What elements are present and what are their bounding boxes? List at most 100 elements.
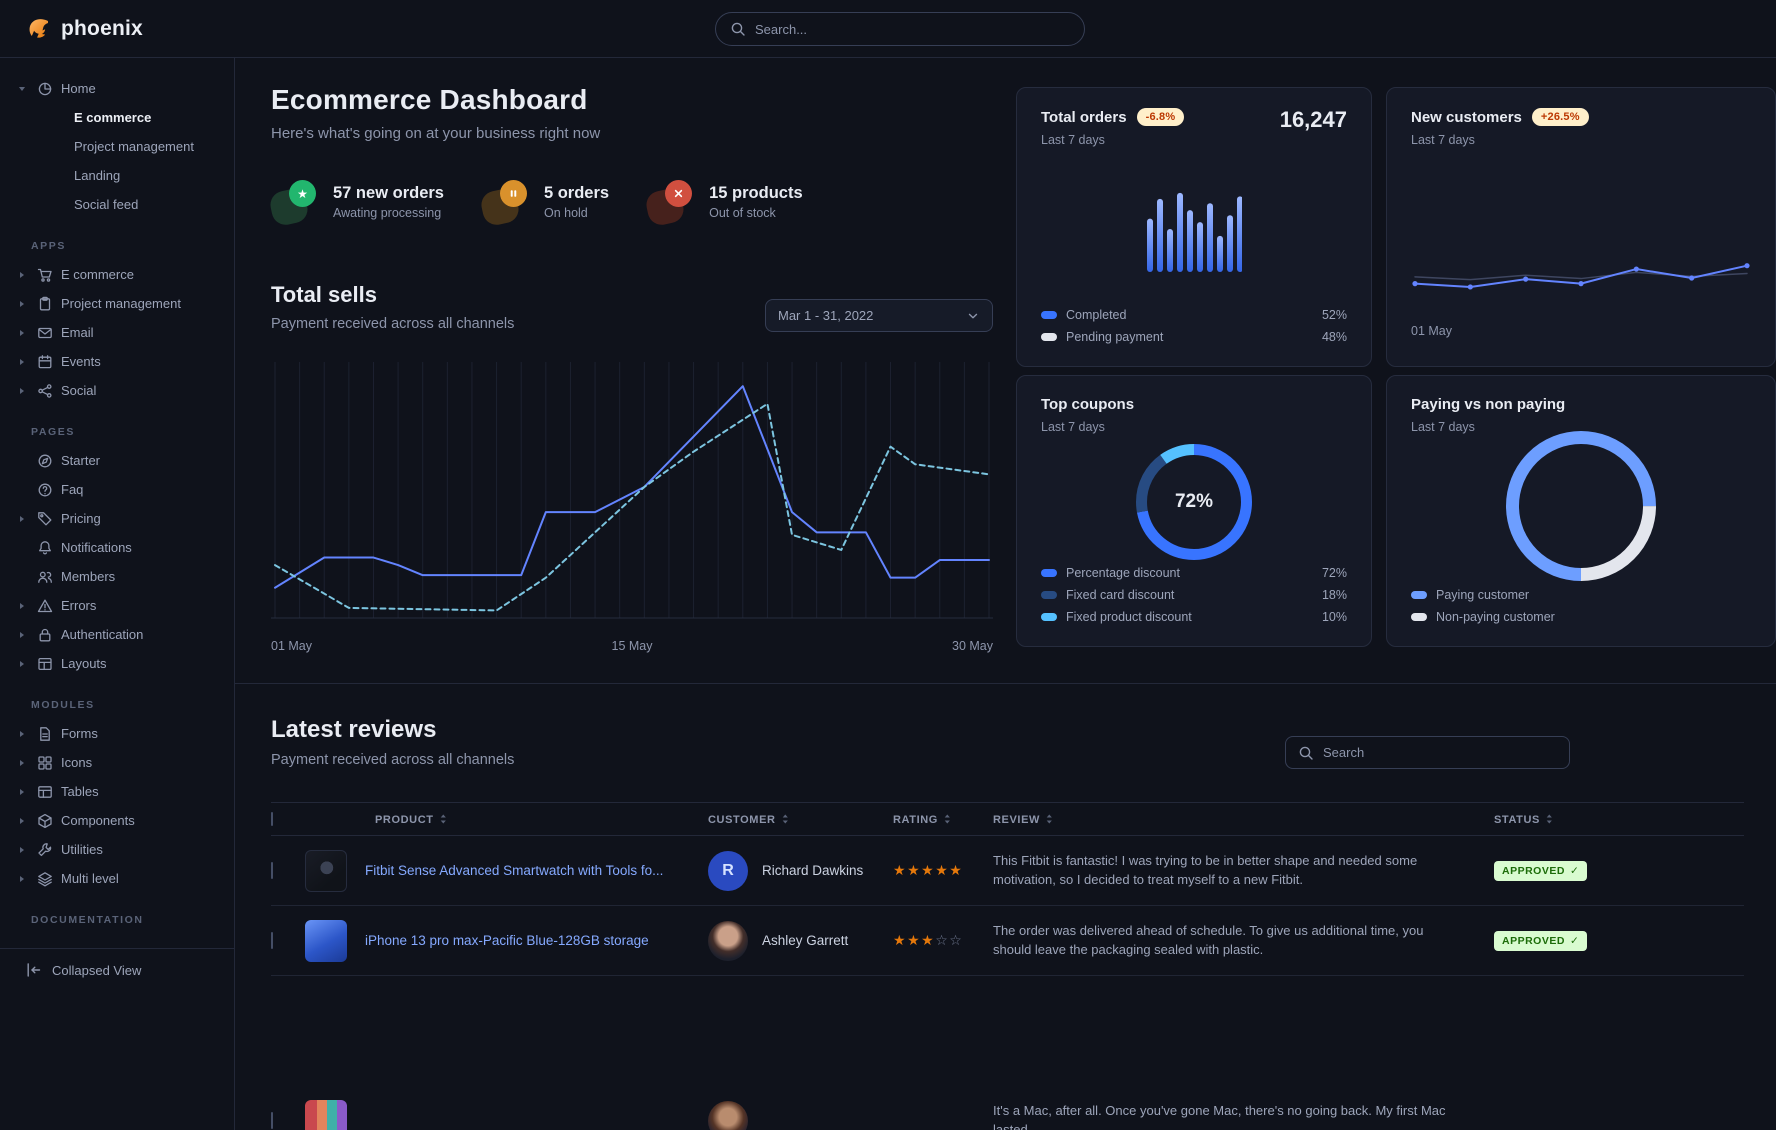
sidebar-item-label: Starter — [61, 453, 101, 468]
sidebar-item-label: Faq — [61, 482, 84, 497]
sidebar-item-notifications[interactable]: Notifications — [0, 533, 234, 562]
legend-label: Pending payment — [1066, 330, 1164, 344]
select-all-checkbox[interactable] — [271, 812, 273, 826]
star-filled-icon: ★ — [949, 862, 964, 878]
row-checkbox[interactable] — [271, 862, 273, 879]
column-header-customer[interactable]: CUSTOMER — [708, 802, 893, 836]
column-header-review[interactable]: REVIEW — [993, 802, 1470, 836]
sidebar-item-utilities[interactable]: Utilities — [0, 835, 234, 864]
page-subtitle: Here's what's going on at your business … — [271, 125, 601, 142]
avatar — [708, 920, 748, 961]
total-orders-legend: Completed 52% Pending payment 48% — [1041, 304, 1347, 348]
caret-right-icon — [15, 787, 29, 797]
row-checkbox[interactable] — [271, 1112, 273, 1129]
reviews-table: PRODUCT CUSTOMER RATING REVIEW STATUS Fi… — [271, 802, 1744, 1130]
customer-name: Richard Dawkins — [762, 863, 864, 878]
phoenix-logo-icon — [24, 15, 52, 43]
legend-swatch — [1041, 569, 1057, 577]
lock-icon — [37, 627, 53, 643]
order-stats: ★ 57 new orders Awating processing 5 ord… — [267, 178, 803, 228]
legend-swatch — [1041, 613, 1057, 621]
sidebar-item-members[interactable]: Members — [0, 562, 234, 591]
sidebar-item-label: Icons — [61, 755, 93, 770]
fitbit-watch-thumbnail — [305, 849, 347, 892]
sidebar-item-authentication[interactable]: Authentication — [0, 620, 234, 649]
paying-legend: Paying customer Non-paying customer — [1411, 584, 1751, 628]
collapsed-view-label: Collapsed View — [52, 962, 142, 978]
product-link[interactable]: iPhone 13 pro max-Pacific Blue-128GB sto… — [365, 933, 649, 948]
paying-donut-chart — [1506, 431, 1656, 581]
global-search-input[interactable] — [755, 21, 1070, 37]
sidebar-item-e-commerce[interactable]: E commerce — [0, 260, 234, 289]
sidebar-item-project-management[interactable]: Project management — [0, 289, 234, 318]
legend-label: Completed — [1066, 308, 1127, 322]
sidebar-item-home[interactable]: Home — [0, 74, 234, 103]
sidebar-item-social[interactable]: Social — [0, 376, 234, 405]
sidebar-item-label: Members — [61, 569, 116, 584]
legend-value: 48% — [1321, 330, 1347, 344]
search-icon — [730, 21, 746, 37]
caret-right-icon — [15, 845, 29, 855]
brand-logo[interactable]: phoenix — [24, 15, 143, 43]
product-link[interactable]: Fitbit Sense Advanced Smartwatch with To… — [365, 863, 664, 878]
sidebar-item-starter[interactable]: Starter — [0, 446, 234, 475]
share-icon — [37, 383, 53, 399]
sidebar-section-title: DOCUMENTATION — [31, 914, 144, 926]
sidebar-subitem-e-commerce[interactable]: E commerce — [0, 103, 234, 132]
caret-right-icon — [15, 729, 29, 739]
caret-right-icon — [15, 816, 29, 826]
card-title: Top coupons — [1041, 396, 1135, 413]
sidebar-item-events[interactable]: Events — [0, 347, 234, 376]
star-empty-icon: ☆ — [935, 932, 950, 948]
bell-icon — [37, 540, 53, 556]
column-header-product[interactable]: PRODUCT — [305, 802, 708, 836]
envelope-icon — [37, 325, 53, 341]
reviews-search[interactable] — [1285, 736, 1570, 769]
sidebar-subitem-landing[interactable]: Landing — [0, 161, 234, 190]
card-period: Last 7 days — [1411, 420, 1475, 434]
x-axis-label: 15 May — [611, 639, 653, 653]
top-coupons-donut-chart: 72% — [1136, 444, 1252, 560]
sidebar-subitem-social-feed[interactable]: Social feed — [0, 190, 234, 219]
row-checkbox[interactable] — [271, 932, 273, 949]
calendar-icon — [37, 354, 53, 370]
pause-icon — [499, 180, 527, 207]
sidebar-subitem-label: Landing — [74, 168, 121, 183]
x-axis-label: 30 May — [952, 639, 993, 653]
sidebar-item-email[interactable]: Email — [0, 318, 234, 347]
warning-icon — [37, 598, 53, 614]
latest-reviews-title: Latest reviews — [271, 716, 437, 743]
star-filled-icon: ★ — [921, 932, 936, 948]
sidebar-item-multi-level[interactable]: Multi level — [0, 864, 234, 893]
caret-spacer — [15, 485, 29, 495]
sidebar-item-pricing[interactable]: Pricing — [0, 504, 234, 533]
top-navbar: phoenix — [0, 0, 1776, 58]
caret-right-icon — [15, 386, 29, 396]
column-header-rating[interactable]: RATING — [893, 802, 993, 836]
sidebar-item-layouts[interactable]: Layouts — [0, 649, 234, 678]
total-sells-subtitle: Payment received across all channels — [271, 316, 515, 332]
collapsed-view-button[interactable]: Collapsed View — [0, 948, 234, 991]
reviews-search-input[interactable] — [1323, 745, 1557, 760]
brand-name: phoenix — [61, 16, 143, 40]
status-badge: APPROVED ✓ — [1494, 930, 1588, 951]
search-icon — [1298, 745, 1314, 761]
sidebar-item-forms[interactable]: Forms — [0, 719, 234, 748]
sidebar-subitem-project-management[interactable]: Project management — [0, 132, 234, 161]
sidebar-subitem-label: Social feed — [74, 197, 139, 212]
stat-value: 57 new orders — [333, 184, 444, 202]
total-orders-badge: -6.8% — [1136, 108, 1185, 126]
star-filled-icon: ★ — [907, 932, 922, 948]
sidebar-item-components[interactable]: Components — [0, 806, 234, 835]
date-range-select[interactable]: Mar 1 - 31, 2022 — [765, 299, 993, 332]
latest-reviews-subtitle: Payment received across all channels — [271, 752, 515, 768]
sidebar-item-icons[interactable]: Icons — [0, 748, 234, 777]
sidebar-item-faq[interactable]: Faq — [0, 475, 234, 504]
sort-icon — [1045, 813, 1054, 825]
column-header-status[interactable]: STATUS — [1470, 802, 1744, 836]
sidebar-item-tables[interactable]: Tables — [0, 777, 234, 806]
global-search[interactable] — [715, 12, 1085, 46]
legend-item: Completed 52% — [1041, 304, 1347, 326]
caret-spacer — [15, 543, 29, 553]
sidebar-item-errors[interactable]: Errors — [0, 591, 234, 620]
